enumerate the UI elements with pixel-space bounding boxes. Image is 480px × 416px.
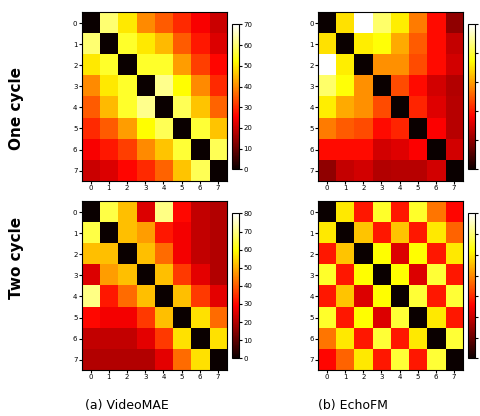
Text: One cycle: One cycle: [9, 67, 24, 150]
Text: (b) EchoFM: (b) EchoFM: [318, 399, 388, 412]
Text: Two cycle: Two cycle: [9, 217, 24, 299]
Text: (a) VideoMAE: (a) VideoMAE: [85, 399, 169, 412]
